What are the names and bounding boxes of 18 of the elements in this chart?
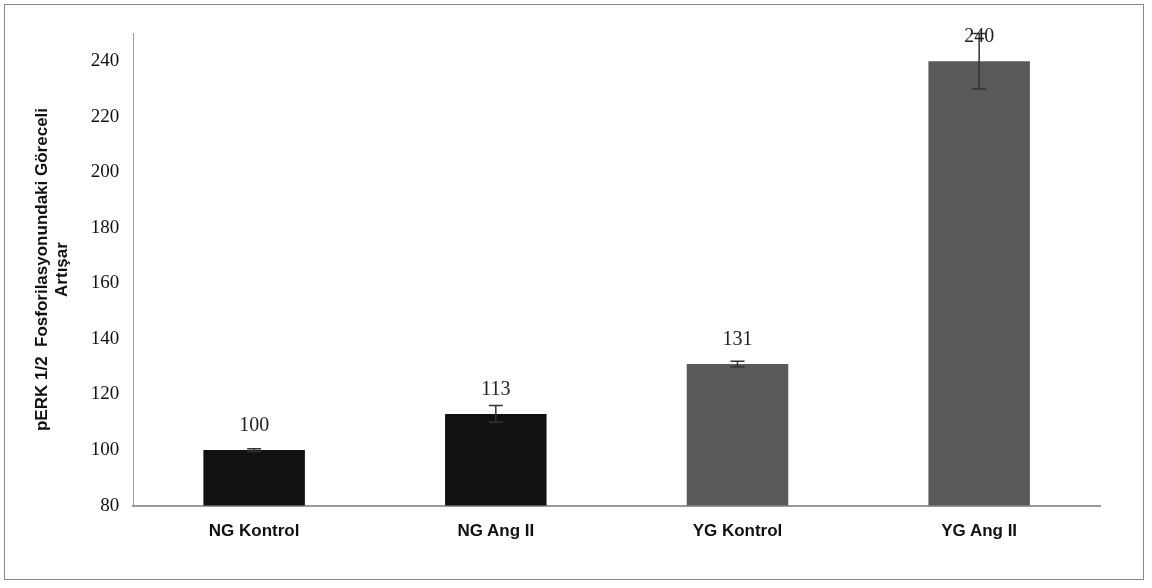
x-tick-label: YG Kontrol — [692, 521, 783, 541]
y-tick-label: 160 — [90, 271, 120, 293]
y-axis-title: pERK 1/2 Fosforilasyonundaki Göreceli Artışar — [31, 107, 72, 432]
x-tick-label: NG Kontrol — [208, 521, 300, 541]
y-tick-label: 100 — [90, 438, 120, 460]
y-tick-label: 240 — [90, 49, 120, 71]
data-label: 100 — [239, 413, 270, 436]
y-tick-label: 200 — [90, 160, 120, 182]
y-tick-label: 120 — [90, 382, 120, 404]
y-tick-label: 140 — [90, 326, 120, 348]
y-tick-label: 220 — [90, 104, 120, 126]
x-tick-label: YG Ang II — [941, 521, 1018, 541]
y-tick-label: 180 — [90, 215, 120, 237]
data-label: 240 — [964, 24, 995, 47]
y-tick-label: 80 — [100, 493, 120, 515]
x-tick-label: NG Ang II — [457, 521, 535, 541]
data-label: 131 — [722, 327, 753, 350]
data-label: 113 — [481, 377, 511, 400]
